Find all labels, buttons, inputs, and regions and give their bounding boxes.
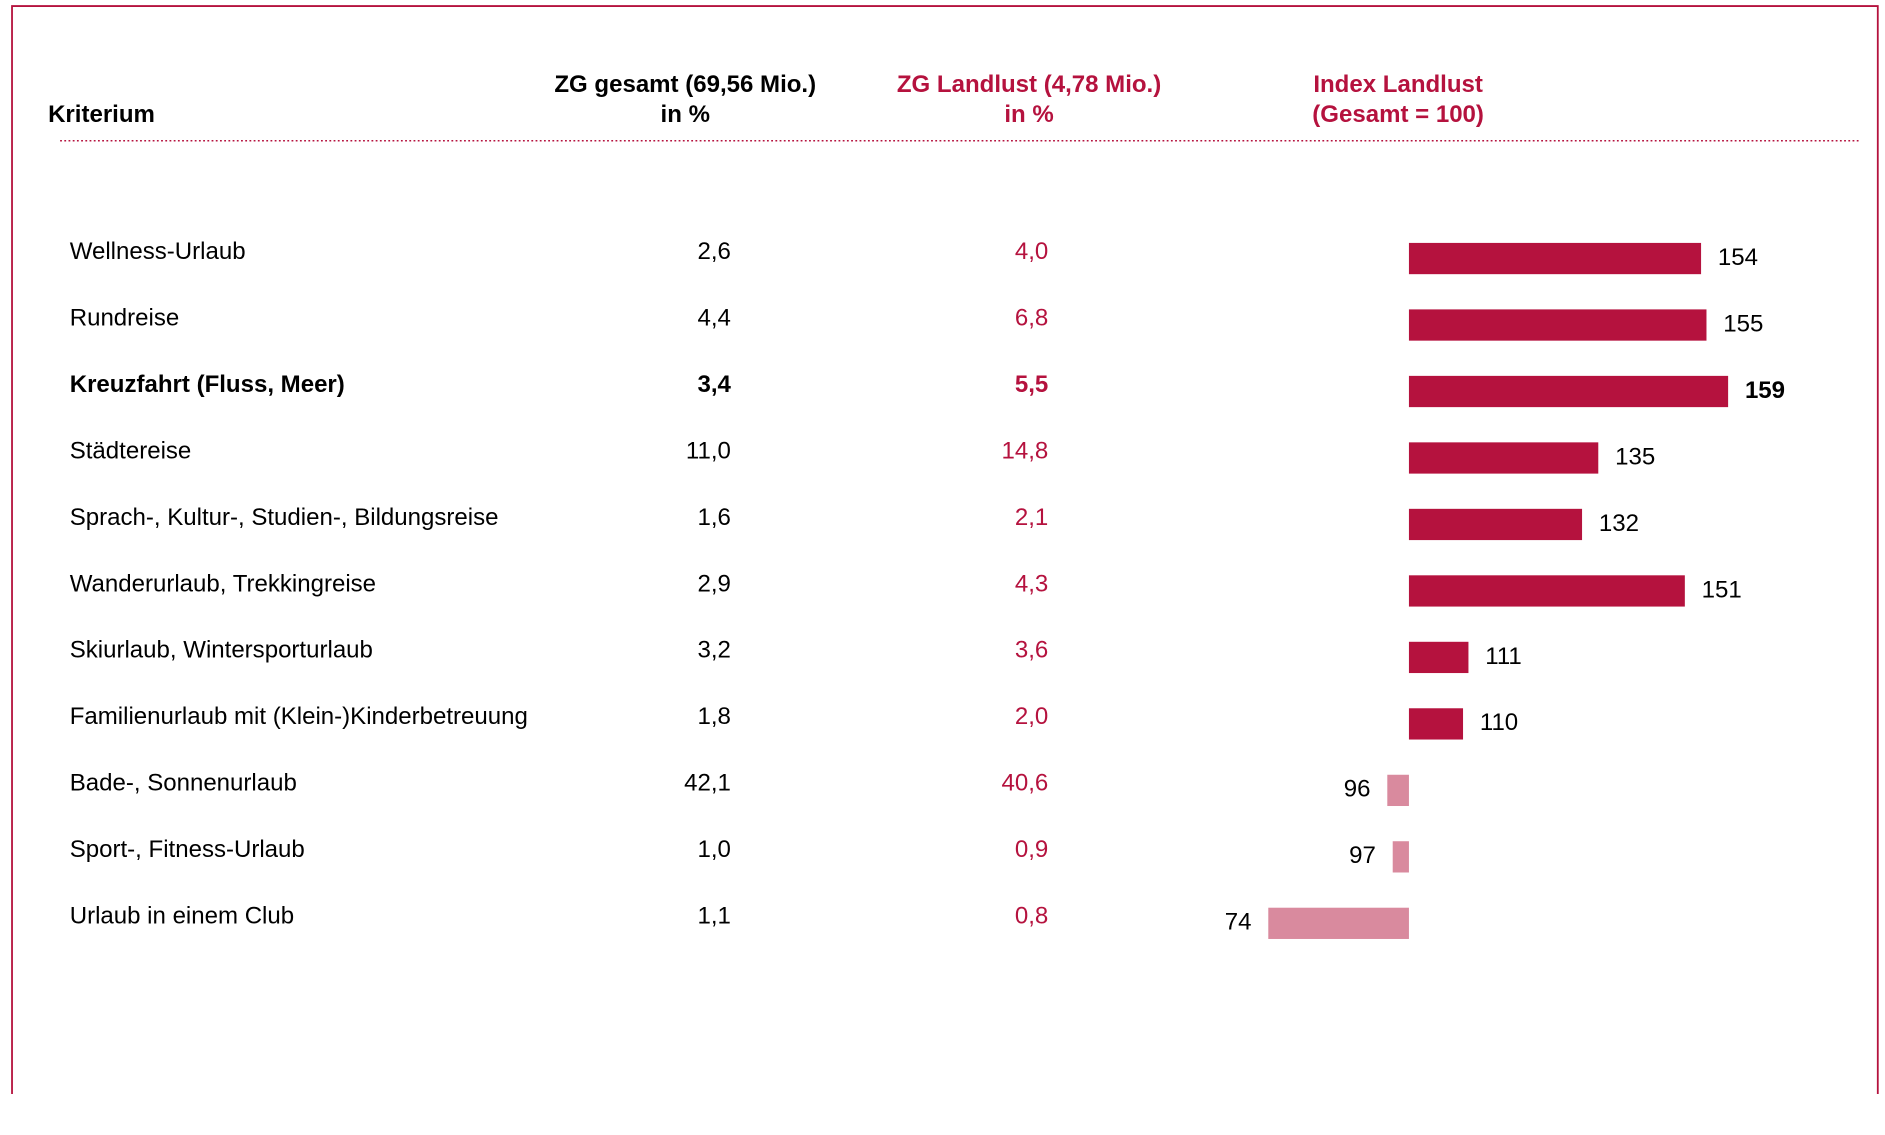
gesamt-value: 4,4 [697,304,730,331]
landlust-value: 6,8 [1015,304,1048,331]
gesamt-value: 1,8 [697,703,730,730]
landlust-value: 0,9 [1015,836,1048,863]
gesamt-value: 1,6 [697,504,730,531]
bar [1392,841,1409,873]
value-label: 96 [1344,776,1371,803]
gesamt-value: 1,0 [697,836,730,863]
bar [1408,508,1583,541]
gesamt-value: 1,1 [697,903,730,930]
gesamt-value: 3,4 [697,371,731,398]
bar [1268,907,1409,939]
row-label: Bade-, Sonnenurlaub [70,770,297,797]
value-label: 111 [1485,643,1522,670]
column-header: in % [661,101,710,128]
bar [1408,641,1469,674]
bar [1408,309,1707,341]
landlust-value: 2,0 [1015,703,1048,730]
row-label: Wanderurlaub, Trekkingreise [70,570,376,597]
gesamt-value: 2,6 [697,238,730,265]
row-label: Sprach-, Kultur-, Studien-, Bildungsreis… [70,504,499,531]
value-label: 132 [1599,510,1639,537]
column-header: Index Landlust [1313,71,1483,98]
row-label: Kreuzfahrt (Fluss, Meer) [70,371,345,398]
landlust-value: 2,1 [1015,504,1048,531]
column-header: (Gesamt = 100) [1312,101,1484,128]
value-label: 159 [1745,377,1785,404]
row-label: Wellness-Urlaub [70,238,246,265]
landlust-value: 40,6 [1002,770,1049,797]
landlust-value: 5,5 [1015,371,1048,398]
landlust-value: 14,8 [1002,437,1049,464]
bar [1408,375,1729,408]
row-label: Städtereise [70,437,192,464]
gesamt-value: 42,1 [684,770,731,797]
bar [1408,575,1685,607]
row-label: Sport-, Fitness-Urlaub [70,836,305,863]
gesamt-value: 2,9 [697,570,730,597]
gesamt-value: 3,2 [697,637,730,664]
landlust-value: 4,3 [1015,570,1048,597]
value-label: 155 [1723,310,1763,337]
bar [1408,242,1702,275]
landlust-value: 0,8 [1015,903,1048,930]
row-label: Familienurlaub mit (Klein-)Kinderbetreuu… [70,703,528,730]
row-label: Rundreise [70,304,180,331]
gesamt-value: 11,0 [686,437,731,464]
value-label: 154 [1718,244,1758,271]
column-header: ZG gesamt (69,56 Mio.) [554,71,816,98]
value-label: 74 [1225,909,1252,936]
row-label: Skiurlaub, Wintersporturlaub [70,637,373,664]
landlust-value: 3,6 [1015,637,1048,664]
value-label: 151 [1702,576,1742,603]
landlust-value: 4,0 [1015,238,1048,265]
value-label: 110 [1480,709,1518,736]
frame [11,5,1879,1095]
bar [1408,708,1464,740]
column-header: in % [1004,101,1053,128]
value-label: 97 [1349,842,1376,869]
column-header: ZG Landlust (4,78 Mio.) [897,71,1161,98]
column-header: Kriterium [48,101,155,128]
value-label: 135 [1615,443,1655,470]
bar [1408,442,1599,474]
row-label: Urlaub in einem Club [70,903,294,930]
bar [1387,774,1409,807]
